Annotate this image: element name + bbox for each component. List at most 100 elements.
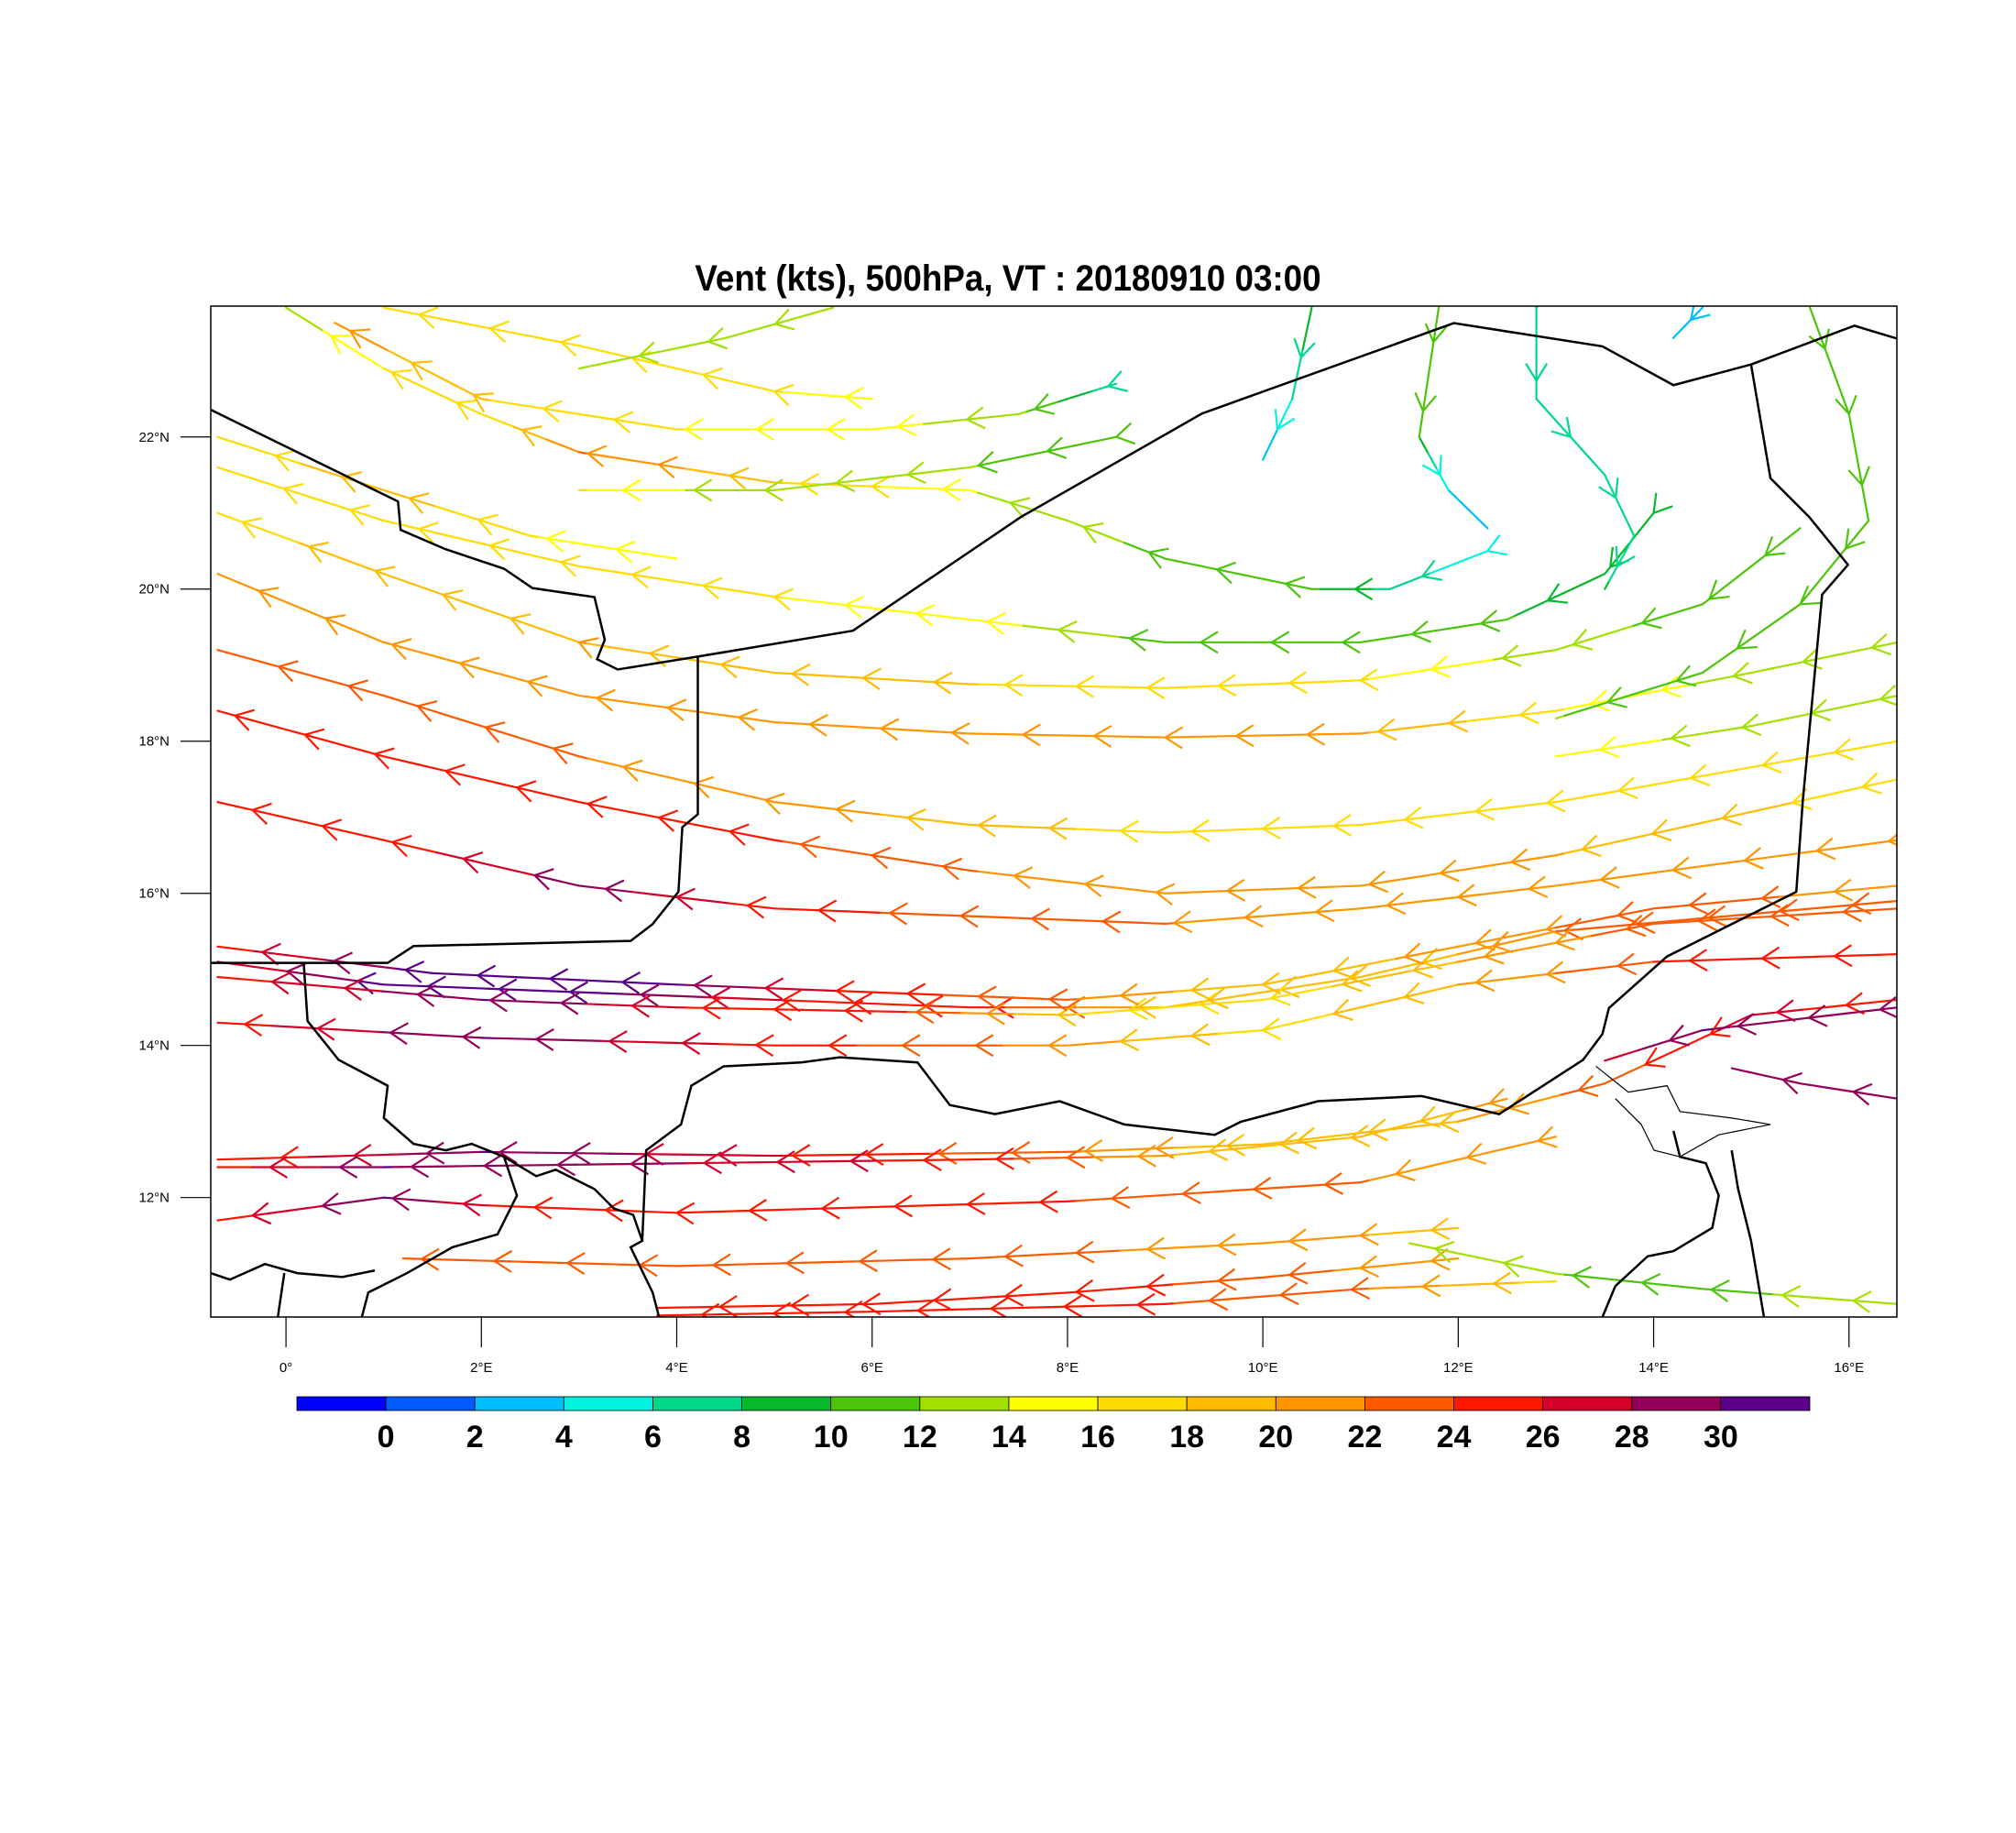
streamline-segment [1297, 983, 1309, 988]
streamline-segment [274, 532, 286, 539]
arrowhead [1807, 1004, 1828, 1027]
streamline-segment [1624, 1279, 1635, 1283]
y-tick-label: 22°N [138, 430, 170, 445]
streamline-segment [399, 375, 410, 381]
arrowhead [417, 306, 439, 329]
streamline-segment [524, 553, 536, 557]
streamline-segment [1412, 725, 1424, 729]
arrowhead [1660, 675, 1682, 698]
streamline-segment [1039, 1292, 1051, 1296]
streamline-segment [1092, 1198, 1104, 1202]
streamline-segment [425, 993, 437, 997]
streamline-segment [382, 755, 394, 760]
streamline-segment [897, 858, 909, 862]
arrowhead [1562, 917, 1583, 941]
streamline-segment [1181, 920, 1193, 924]
streamline-segment [442, 378, 452, 384]
streamline-segment [242, 655, 254, 661]
streamline-segment [1258, 576, 1270, 582]
arrowhead [1057, 1004, 1077, 1027]
streamline-segment [1695, 306, 1704, 315]
streamline-segment [1528, 803, 1539, 807]
streamline-segment [740, 330, 751, 335]
streamline-segment [1262, 1241, 1273, 1245]
streamline-segment [444, 533, 456, 539]
streamline-segment [827, 394, 838, 398]
streamline-segment [364, 337, 375, 345]
streamline-segment [1323, 1290, 1335, 1293]
streamline-segment [1439, 985, 1451, 990]
arrowhead [1349, 1125, 1371, 1147]
arrowhead [858, 1249, 878, 1273]
arrowhead [555, 1153, 576, 1177]
streamline-segment [1814, 323, 1821, 334]
streamline-segment [1869, 901, 1881, 905]
streamline-segment [1457, 663, 1469, 666]
streamline-segment [1208, 1191, 1220, 1193]
streamline-segment [969, 1297, 981, 1300]
streamline-segment [569, 752, 581, 758]
arrowhead [492, 1249, 513, 1273]
streamline-segment [1763, 1292, 1775, 1296]
streamline-segment [1395, 971, 1407, 975]
streamline-segment [225, 946, 237, 950]
streamline-segment [1293, 584, 1305, 588]
streamline-segment [1752, 912, 1764, 916]
streamline-segment [1816, 575, 1824, 585]
colorbar-label: 16 [1080, 1420, 1115, 1454]
streamline-segment [365, 689, 377, 695]
colorbar-box [1008, 1396, 1099, 1411]
streamline-segment [888, 678, 900, 682]
streamline-segment [1164, 1154, 1176, 1158]
streamline-segment [409, 845, 421, 850]
streamline-segment [1234, 1243, 1246, 1246]
streamline-segment [1465, 661, 1477, 665]
streamline-segment [1454, 1108, 1465, 1114]
arrowhead [1003, 1244, 1024, 1268]
arrowhead [509, 613, 531, 635]
streamline-segment [297, 955, 309, 960]
streamline-segment [1427, 367, 1431, 379]
streamline-segment [755, 592, 767, 597]
streamline-segment [800, 598, 811, 602]
streamline-segment [1719, 1289, 1731, 1292]
streamline-segment [1645, 921, 1657, 925]
streamline-segment [1652, 1056, 1663, 1062]
streamline-segment [906, 860, 918, 863]
streamline-segment [1706, 918, 1718, 922]
streamline-segment [942, 681, 954, 685]
streamline-segment [1599, 916, 1611, 920]
streamline-segment [800, 485, 811, 488]
streamline-segment [503, 526, 514, 532]
y-tick-label: 14°N [138, 1038, 170, 1054]
streamline-segment [1439, 896, 1451, 901]
arrowhead [1421, 455, 1442, 477]
streamline-segment [1412, 1167, 1424, 1171]
arrowhead [701, 576, 723, 600]
arrowhead [1083, 874, 1104, 897]
streamline-segment [1761, 911, 1773, 915]
streamline-segment [1680, 920, 1692, 924]
arrowhead [915, 603, 936, 627]
streamline-segment [1430, 723, 1442, 727]
streamline-segment [356, 832, 367, 838]
streamline-segment [1827, 1004, 1839, 1008]
streamline-segment [1624, 542, 1631, 553]
streamline-segment [1332, 1134, 1344, 1137]
streamline-segment [533, 790, 545, 796]
streamline-segment [827, 675, 838, 678]
arrowhead [657, 809, 679, 832]
streamline-segment [1857, 466, 1862, 477]
streamline-segment [1270, 1274, 1282, 1278]
arrowhead [1598, 735, 1620, 759]
streamline-segment [914, 423, 926, 426]
streamline-segment [577, 412, 589, 417]
streamline-segment [1022, 1293, 1034, 1297]
streamline-segment [233, 471, 244, 477]
streamline-segment [1404, 726, 1415, 730]
streamline-segment [1554, 646, 1566, 652]
streamline-segment [853, 725, 865, 729]
x-tick-label: 6°E [861, 1360, 883, 1376]
streamline-segment [1572, 708, 1583, 715]
arrowhead [630, 994, 651, 1018]
